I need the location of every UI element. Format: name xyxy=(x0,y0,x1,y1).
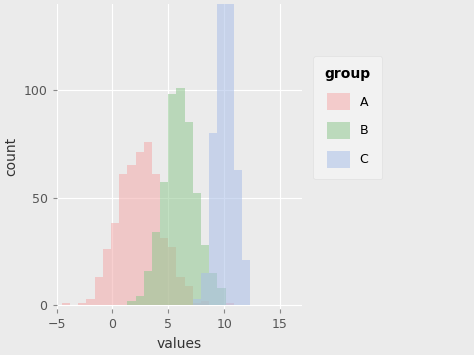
Bar xyxy=(201,245,209,305)
Bar xyxy=(62,303,70,305)
Bar xyxy=(136,152,144,305)
Bar xyxy=(168,94,176,305)
Bar xyxy=(152,174,160,305)
Bar xyxy=(128,165,136,305)
Bar xyxy=(168,247,176,305)
Bar xyxy=(209,133,218,305)
Bar xyxy=(160,238,168,305)
Bar xyxy=(176,277,185,305)
Bar xyxy=(152,232,160,305)
Y-axis label: count: count xyxy=(4,137,18,176)
Bar xyxy=(86,299,95,305)
Bar xyxy=(78,303,86,305)
Bar xyxy=(218,0,226,305)
Bar xyxy=(185,122,193,305)
Bar xyxy=(95,277,103,305)
Bar xyxy=(144,142,152,305)
Bar xyxy=(119,174,128,305)
Bar xyxy=(193,193,201,305)
Bar xyxy=(144,271,152,305)
Bar xyxy=(226,303,234,305)
Bar xyxy=(234,170,242,305)
Bar xyxy=(160,182,168,305)
Bar xyxy=(111,223,119,305)
Legend: A, B, C: A, B, C xyxy=(313,56,382,180)
Bar xyxy=(128,301,136,305)
Bar xyxy=(218,288,226,305)
Bar xyxy=(209,273,218,305)
Bar xyxy=(193,303,201,305)
Bar xyxy=(201,273,209,305)
Bar xyxy=(136,296,144,305)
Bar xyxy=(201,301,209,305)
Bar xyxy=(103,249,111,305)
Bar xyxy=(176,88,185,305)
Bar xyxy=(226,0,234,305)
Bar xyxy=(242,260,250,305)
X-axis label: values: values xyxy=(157,337,202,351)
Bar xyxy=(193,299,201,305)
Bar xyxy=(185,286,193,305)
